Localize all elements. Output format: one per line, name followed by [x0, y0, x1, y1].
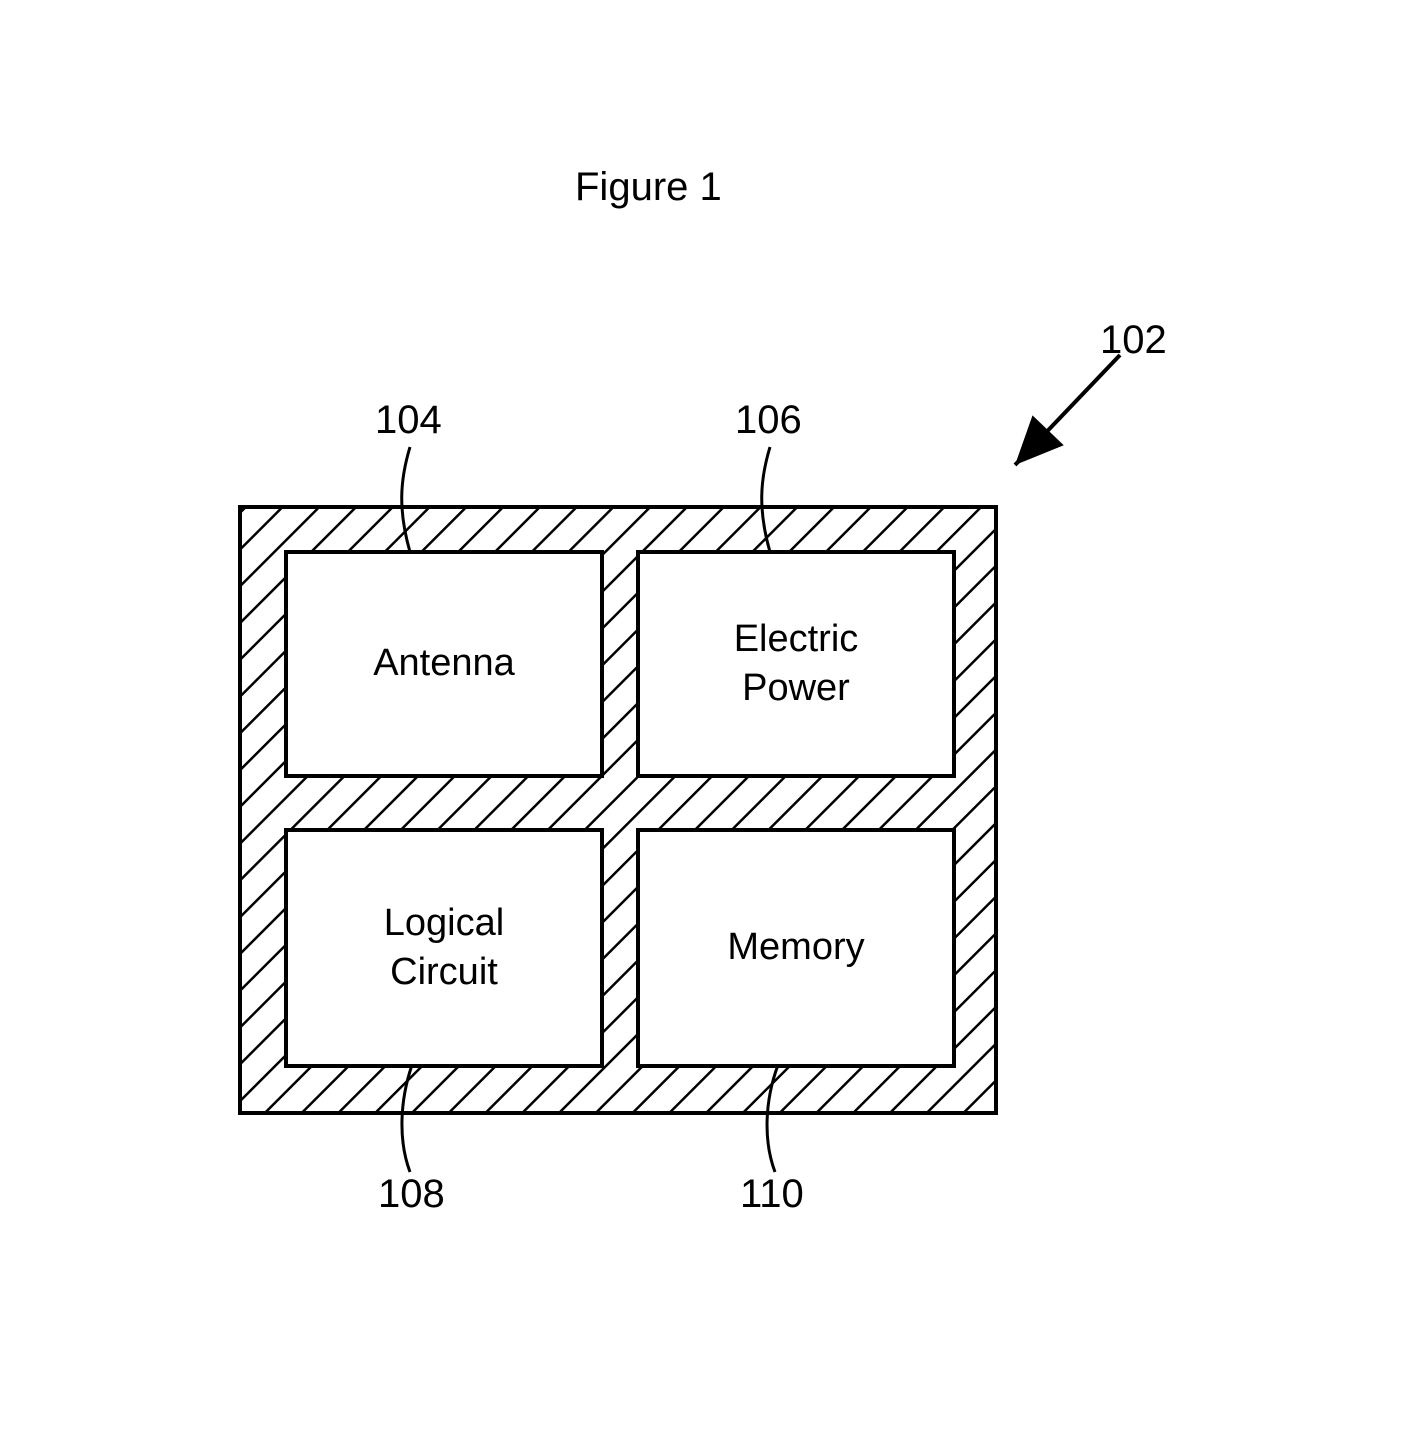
figure-canvas: Figure 1 Antenna ElectricPower LogicalCi…	[0, 0, 1402, 1433]
arrow-102	[0, 0, 1402, 1433]
